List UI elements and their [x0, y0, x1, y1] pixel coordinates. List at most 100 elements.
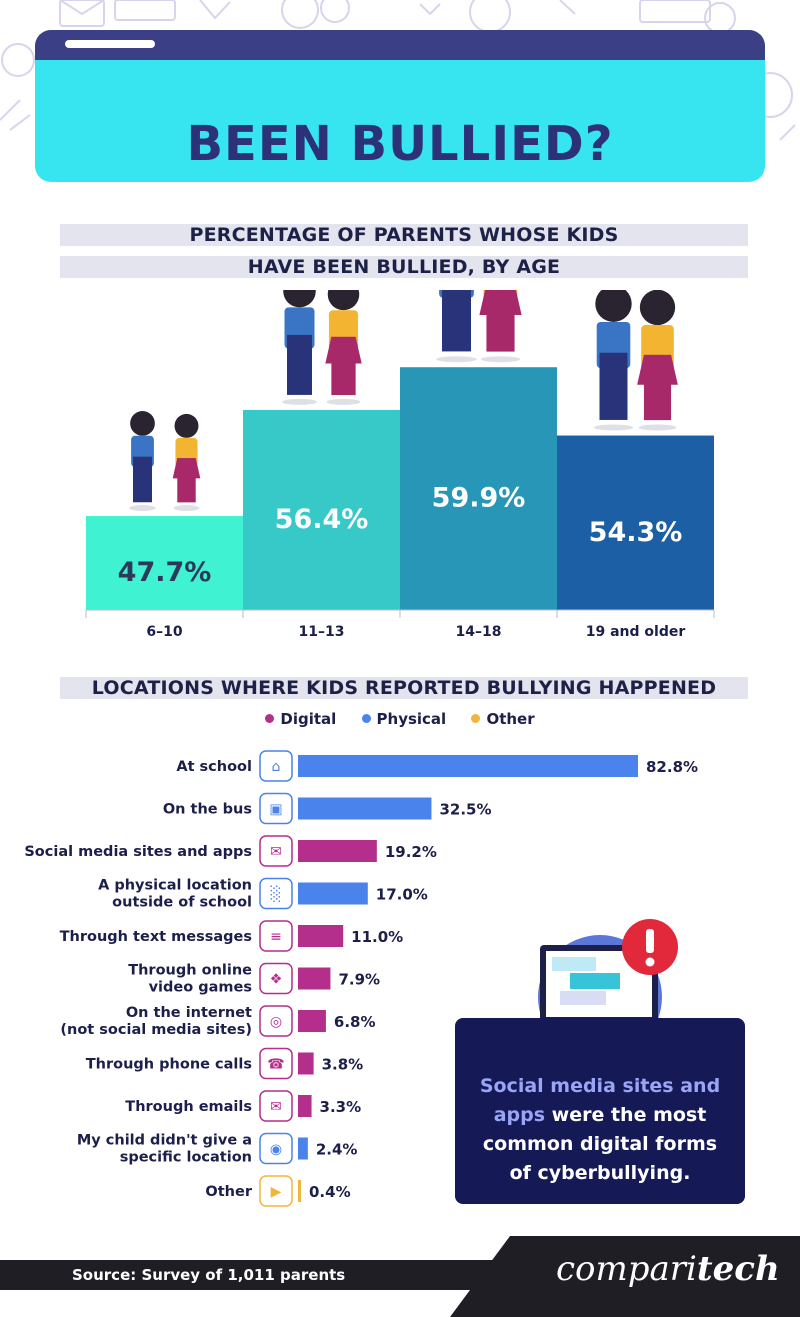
topbar-pill [65, 40, 155, 48]
svg-text:▶: ▶ [271, 1184, 282, 1200]
age-bar-label-3: 54.3% [589, 517, 683, 548]
age-category-label-3: 19 and older [586, 624, 686, 640]
title-card-topbar [35, 30, 765, 60]
location-value-label-7: 3.8% [322, 1056, 364, 1074]
age-section-title-line2: HAVE BEEN BULLIED, BY AGE [60, 256, 748, 278]
phone-icon: ☎ [259, 1047, 293, 1080]
source-text: Source: Survey of 1,011 parents [72, 1266, 346, 1284]
brand-logo-light: compari [556, 1249, 697, 1289]
location-value-label-2: 19.2% [385, 843, 437, 861]
location-bar-7 [298, 1052, 314, 1075]
callout-text: Social media sites and apps were the mos… [469, 1072, 731, 1188]
footer-brand-panel [450, 1236, 800, 1317]
age-bar-label-0: 47.7% [118, 557, 212, 588]
brand-logo: comparitech [556, 1249, 780, 1289]
age-section-title-line1: PERCENTAGE OF PARENTS WHOSE KIDS [60, 224, 748, 246]
age-bar-3 [557, 435, 714, 610]
kids-illustration-icon [436, 290, 522, 363]
svg-text:◎: ◎ [270, 1014, 282, 1030]
globe-icon: ◎ [259, 1005, 293, 1037]
location-section-title: LOCATIONS WHERE KIDS REPORTED BULLYING H… [60, 677, 748, 699]
chat-icon: ✉ [259, 835, 293, 867]
legend-label-other: Other [486, 710, 535, 728]
legend: Digital Physical Other [0, 710, 800, 728]
svg-text:✉: ✉ [270, 844, 282, 860]
location-value-label-5: 7.9% [338, 971, 380, 989]
age-bar-label-1: 56.4% [275, 504, 369, 535]
school-icon: ⌂ [259, 750, 293, 782]
legend-label-digital: Digital [280, 710, 337, 728]
svg-text:≡: ≡ [270, 929, 282, 945]
svg-text:▣: ▣ [269, 802, 282, 818]
age-bar-chart: 47.7% 6–10 56.4% 11–13 59.9% 14–18 54.3% 19 and… [85, 290, 715, 640]
legend-swatch-physical [361, 714, 371, 723]
age-bar-2 [400, 367, 557, 610]
location-label-7: Through phone calls [86, 1057, 252, 1073]
bus-icon: ▣ [259, 792, 293, 825]
svg-text:░: ░ [271, 885, 282, 903]
age-bar-label-2: 59.9% [432, 483, 526, 514]
legend-swatch-digital [265, 714, 275, 723]
location-label-5: Through online video games [128, 963, 252, 996]
location-value-label-3: 17.0% [376, 886, 428, 904]
age-category-label-2: 14–18 [456, 624, 502, 640]
legend-item-other: Other [471, 710, 535, 728]
location-value-label-4: 11.0% [351, 928, 403, 946]
location-bar-4 [298, 925, 344, 947]
callout-highlight: Social media sites and apps [479, 1075, 721, 1126]
svg-text:❖: ❖ [270, 972, 283, 988]
location-value-label-6: 6.8% [334, 1013, 376, 1031]
callout-box: Social media sites and apps were the mos… [455, 1018, 745, 1204]
buildings-icon: ░ [259, 877, 293, 910]
location-label-2: Social media sites and apps [24, 844, 252, 860]
svg-text:◉: ◉ [270, 1142, 282, 1158]
email-icon: ✉ [259, 1090, 293, 1122]
kids-illustration-icon [593, 290, 678, 431]
title-card: BEEN BULLIED? [35, 30, 765, 182]
location-label-0: At school [176, 759, 252, 775]
svg-text:⌂: ⌂ [272, 759, 281, 775]
age-bar-1 [243, 409, 400, 610]
kids-illustration-icon [129, 411, 201, 512]
location-label-10: Other [205, 1184, 252, 1200]
location-bar-10 [298, 1180, 301, 1202]
background-doodles [0, 0, 796, 141]
location-value-label-1: 32.5% [439, 801, 491, 819]
page-title: BEEN BULLIED? [186, 116, 614, 172]
location-bar-1 [298, 797, 432, 820]
location-bar-chart: At school ⌂ 82.8% On the bus ▣ 32.5% Social me… [24, 750, 698, 1207]
legend-item-digital: Digital [265, 710, 336, 728]
location-bar-2 [298, 840, 377, 862]
brand-logo-bold: tech [696, 1249, 780, 1289]
text-messages-icon: ≡ [259, 920, 293, 952]
svg-text:✉: ✉ [270, 1099, 282, 1115]
footer-source-bar: Source: Survey of 1,011 parents [0, 1260, 500, 1290]
location-bar-6 [298, 1010, 326, 1032]
location-label-3: A physical location outside of school [98, 878, 252, 911]
kids-illustration-icon [282, 290, 362, 405]
megaphone-icon: ▶ [259, 1175, 293, 1207]
age-bar-0 [86, 516, 243, 610]
location-label-9: My child didn't give a specific location [77, 1133, 252, 1166]
location-bar-9 [298, 1137, 308, 1160]
location-label-1: On the bus [163, 802, 252, 818]
location-label-8: Through emails [125, 1099, 252, 1115]
location-value-label-9: 2.4% [316, 1141, 358, 1159]
location-label-4: Through text messages [60, 929, 252, 945]
location-bar-5 [298, 967, 331, 990]
location-bar-0 [298, 755, 638, 777]
svg-text:☎: ☎ [267, 1057, 284, 1073]
callout-body: were the most common digital forms of cy… [482, 1104, 718, 1184]
location-value-label-8: 3.3% [320, 1098, 362, 1116]
location-value-label-0: 82.8% [646, 758, 698, 776]
age-category-label-0: 6–10 [146, 624, 182, 640]
location-bar-3 [298, 882, 368, 905]
legend-swatch-other [471, 714, 481, 723]
location-pin-icon: ◉ [259, 1132, 293, 1165]
gamepad-icon: ❖ [259, 962, 293, 995]
location-label-6: On the internet (not social media sites) [60, 1005, 252, 1038]
legend-item-physical: Physical [361, 710, 447, 728]
age-category-label-1: 11–13 [299, 624, 345, 640]
legend-label-physical: Physical [376, 710, 447, 728]
location-value-label-10: 0.4% [309, 1183, 351, 1201]
